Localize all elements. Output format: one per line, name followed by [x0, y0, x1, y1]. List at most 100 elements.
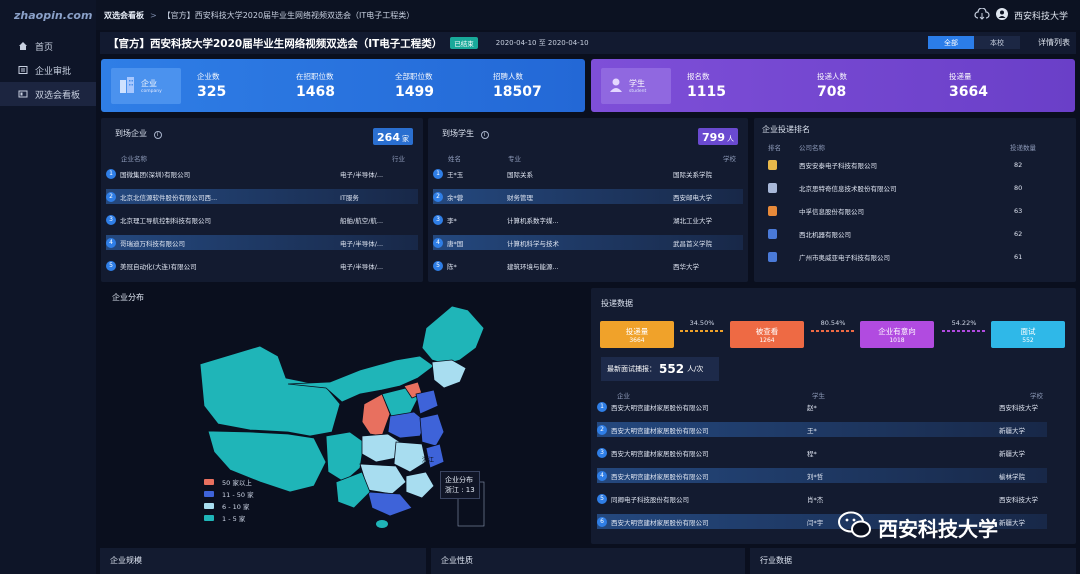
table-row[interactable]: 2 西安大明宫建材家居股份有限公司 王* 新疆大学 — [597, 422, 1047, 437]
map-region[interactable] — [199, 345, 341, 437]
stat-applications: 投递量 3664 — [949, 72, 988, 100]
filter-all-button[interactable]: 全部 — [928, 36, 974, 49]
legend-item[interactable]: 50 家以上 — [204, 476, 254, 488]
student-stats-card: 学生 student 报名数 1115 投递人数 708 投递量 3664 — [591, 59, 1075, 112]
arrived-students-panel: 到场学生 i 799 人 姓名 专业 学校 1 王*玉 国际关系 国际关系学院 2 余*蓉… — [428, 118, 748, 282]
panel-title: 到场学生 i — [442, 128, 489, 139]
info-icon[interactable]: i — [480, 131, 489, 139]
table-row[interactable]: 1 西安大明宫建材家居股份有限公司 赵* 西安科技大学 — [597, 399, 1047, 414]
ranking-row[interactable]: 中孚信息股份有限公司 63 — [768, 204, 1058, 218]
map-region[interactable] — [421, 305, 485, 365]
col-major: 专业 — [508, 155, 521, 163]
panel-title: 到场企业 i — [115, 128, 162, 139]
table-row[interactable]: 3 李* 计算机系数字媒... 湖北工业大学 — [433, 212, 743, 227]
col-company-name: 企业名称 — [121, 155, 147, 163]
map-region[interactable] — [381, 387, 419, 419]
map-region[interactable] — [393, 441, 427, 473]
funnel-stage-applications[interactable]: 投递量 3664 — [600, 321, 674, 348]
avatar-icon[interactable] — [995, 8, 1008, 23]
student-badge-label: 学生 — [629, 78, 645, 88]
col-school: 学校 — [1030, 392, 1043, 400]
funnel-stage-viewed[interactable]: 被查看 1264 — [730, 321, 804, 348]
table-row[interactable]: 2 余*蓉 财务管理 西安邮电大学 — [433, 189, 743, 204]
map-region[interactable] — [405, 471, 435, 499]
map-region[interactable] — [325, 431, 365, 483]
ranking-row[interactable]: 西安安泰电子科技有限公司 82 — [768, 158, 1058, 172]
sidebar-item-home[interactable]: 首页 — [0, 34, 96, 58]
filter-school-button[interactable]: 本校 — [974, 36, 1020, 49]
table-row[interactable]: 2 北京北信源软件股份有限公司西... IT服务 — [106, 189, 418, 204]
table-row[interactable]: 5 同卿电子科技股份有限公司 肖*杰 西安科技大学 — [597, 491, 1047, 506]
map-region[interactable] — [419, 413, 445, 447]
table-row[interactable]: 1 国微集团(深圳)有限公司 电子/半导体/... — [106, 166, 418, 181]
col-student: 学生 — [812, 392, 825, 400]
ranking-row[interactable]: 西北机器有限公司 62 — [768, 227, 1058, 241]
table-row[interactable]: 4 西安大明宫建材家居股份有限公司 刘*哲 榆林学院 — [597, 468, 1047, 483]
table-row[interactable]: 5 美冠自动化(大连)有限公司 电子/半导体/... — [106, 258, 418, 273]
stat-all-positions: 全部职位数 1499 — [395, 72, 434, 100]
map-region[interactable] — [367, 491, 413, 517]
sidebar-item-board[interactable]: 双选会看板 — [0, 82, 96, 106]
user-name[interactable]: 西安科技大学 — [1013, 12, 1068, 22]
stat-hires: 招聘人数 18507 — [493, 72, 542, 100]
panel-title: 企业分布 — [112, 293, 144, 302]
funnel-stage-intent[interactable]: 企业有意向 1018 — [860, 321, 934, 348]
page-header: 【官方】西安科技大学2020届毕业生网络视频双选会（IT电子工程类） 已结束 2… — [100, 32, 1076, 54]
building-icon — [119, 76, 135, 96]
panel-title: 企业规模 — [110, 556, 142, 565]
col-industry: 行业 — [392, 155, 405, 163]
home-icon — [18, 41, 28, 51]
map-region[interactable] — [415, 389, 439, 415]
table-row[interactable]: 4 哥瑞迪万科技有限公司 电子/半导体/... — [106, 235, 418, 250]
stat-registrations: 报名数 1115 — [687, 72, 726, 100]
company-stats-card: 企业 company 企业数 325 在招职位数 1468 全部职位数 1499 招聘人… — [101, 59, 585, 112]
col-count: 投递数量 — [1010, 144, 1036, 152]
stat-open-positions: 在招职位数 1468 — [296, 72, 335, 100]
logo: zhaopin.com — [14, 8, 93, 22]
top-bar: 双选会看板 > 【官方】西安科技大学2020届毕业生网络视频双选会（IT电子工程类）… — [96, 0, 1080, 30]
map-region[interactable] — [207, 430, 327, 493]
ranking-row[interactable]: 广州市奥威亚电子科技有限公司 61 — [768, 250, 1058, 264]
stat-company-count: 企业数 325 — [197, 72, 227, 100]
map-tooltip: 企业分布 浙江 : 13 — [440, 471, 480, 499]
conversion-rate: 54.22% — [942, 319, 986, 332]
map-region[interactable] — [376, 520, 388, 528]
map-region[interactable] — [287, 355, 435, 403]
legend-item[interactable]: 1 - 5 家 — [204, 512, 254, 524]
col-name: 姓名 — [448, 155, 461, 163]
table-row[interactable]: 6 西安大明宫建材家居股份有限公司 闫*宇 新疆大学 — [597, 514, 1047, 529]
map-region[interactable] — [431, 359, 467, 389]
table-row[interactable]: 4 唐*国 计算机科学与技术 武昌首义学院 — [433, 235, 743, 250]
col-rank: 排名 — [768, 144, 781, 152]
table-row[interactable]: 5 陈* 建筑环境与能源... 西华大学 — [433, 258, 743, 273]
legend-item[interactable]: 11 - 50 家 — [204, 488, 254, 500]
china-map[interactable]: 浙江 — [100, 286, 586, 546]
table-row[interactable]: 3 北京理工导航控制科技有限公司 船舶/航空/航... — [106, 212, 418, 227]
map-region[interactable] — [335, 471, 371, 509]
wechat-icon — [838, 511, 872, 544]
company-distribution-panel: 企业分布 浙江 企业分布 浙江 : 13 — [100, 286, 586, 546]
sidebar-item-label: 首页 — [35, 42, 54, 53]
sidebar-item-label: 企业审批 — [35, 66, 72, 77]
legend-item[interactable]: 6 - 10 家 — [204, 500, 254, 512]
user-area: 西安科技大学 — [974, 7, 1068, 23]
gold-medal-icon — [768, 160, 777, 170]
company-nature-panel: 企业性质 — [431, 548, 745, 574]
table-row[interactable]: 1 王*玉 国际关系 国际关系学院 — [433, 166, 743, 181]
ranking-row[interactable]: 北京思特奇信息技术股份有限公司 80 — [768, 181, 1058, 195]
industry-data-panel: 行业数据 — [750, 548, 1076, 574]
table-row[interactable]: 3 西安大明宫建材家居股份有限公司 程* 新疆大学 — [597, 445, 1047, 460]
breadcrumb-root[interactable]: 双选会看板 — [104, 10, 144, 20]
map-region[interactable] — [425, 443, 445, 469]
info-icon[interactable]: i — [153, 131, 162, 139]
map-region[interactable] — [387, 411, 427, 439]
arrived-companies-panel: 到场企业 i 264 家 企业名称 行业 1 国微集团(深圳)有限公司 电子/半导体/… — [101, 118, 423, 282]
stat-applicants: 投递人数 708 — [817, 72, 847, 100]
detail-list-link[interactable]: 详情列表 — [1038, 38, 1070, 47]
panel-title: 行业数据 — [760, 556, 792, 565]
cloud-download-icon[interactable] — [974, 7, 990, 23]
sidebar-item-audit[interactable]: 企业审批 — [0, 58, 96, 82]
status-badge: 已结束 — [450, 37, 478, 49]
rank-badge-icon — [768, 229, 777, 239]
funnel-stage-interview[interactable]: 面试 552 — [991, 321, 1065, 348]
